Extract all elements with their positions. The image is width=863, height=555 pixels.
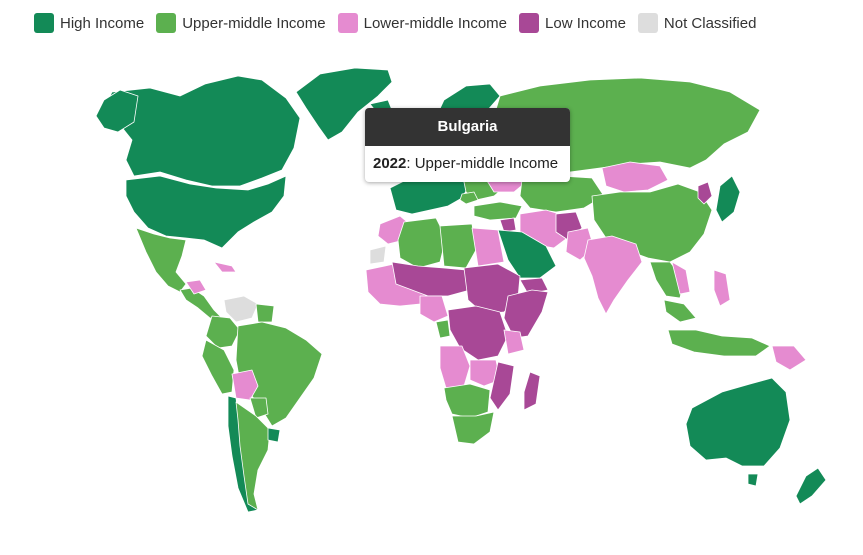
legend-item-high-income[interactable]: High Income: [34, 13, 144, 33]
caribbean-region[interactable]: [213, 261, 237, 273]
colombia-region[interactable]: [205, 315, 241, 349]
legend-label-low-income: Low Income: [545, 14, 626, 32]
legend-label-not-classified: Not Classified: [663, 14, 757, 32]
honduras-region[interactable]: [185, 279, 207, 295]
mozambique-region[interactable]: [489, 361, 515, 411]
country-tooltip: Bulgaria 2022: Upper-middle Income: [365, 108, 570, 182]
greenland-region[interactable]: [295, 67, 393, 141]
ethiopia-somalia-region[interactable]: [503, 289, 549, 339]
turkey-region[interactable]: [473, 201, 523, 221]
legend-swatch-not-classified: [637, 13, 658, 33]
legend-swatch-upper-middle-income: [156, 13, 177, 33]
tooltip-year: 2022: [373, 155, 407, 172]
mali-niger-region[interactable]: [391, 261, 471, 297]
tasmania-region[interactable]: [747, 473, 759, 487]
legend-item-upper-middle-income[interactable]: Upper-middle Income: [156, 13, 326, 33]
saudi-arabia-region[interactable]: [497, 229, 557, 279]
india-region[interactable]: [583, 235, 643, 315]
uruguay-region[interactable]: [267, 427, 281, 443]
kenya-region[interactable]: [503, 329, 525, 355]
north-korea-region[interactable]: [697, 181, 713, 205]
mexico-region[interactable]: [135, 227, 187, 293]
legend-label-lower-middle-income: Lower-middle Income: [363, 14, 508, 32]
vietnam-region[interactable]: [671, 261, 691, 295]
western-sahara-region[interactable]: [369, 245, 387, 265]
kazakhstan-region[interactable]: [519, 175, 605, 213]
madagascar-region[interactable]: [523, 371, 541, 411]
nigeria-region[interactable]: [419, 295, 449, 323]
argentina-region[interactable]: [235, 401, 271, 511]
paraguay-region[interactable]: [249, 397, 269, 419]
gabon-region[interactable]: [435, 319, 451, 339]
syria-region[interactable]: [499, 217, 517, 233]
papua-new-guinea-region[interactable]: [771, 345, 807, 371]
central-africa-region[interactable]: [447, 305, 509, 361]
alaska-region[interactable]: [95, 89, 139, 133]
legend-label-upper-middle-income: Upper-middle Income: [182, 14, 326, 32]
united-states-region[interactable]: [125, 175, 287, 249]
zambia-region[interactable]: [469, 359, 501, 387]
tooltip-title: Bulgaria: [365, 108, 570, 146]
malaysia-region[interactable]: [663, 299, 697, 323]
legend-item-lower-middle-income[interactable]: Lower-middle Income: [337, 13, 508, 33]
algeria-region[interactable]: [397, 217, 447, 269]
indonesia-region[interactable]: [667, 329, 771, 357]
japan-region[interactable]: [715, 175, 741, 223]
south-africa-region[interactable]: [451, 411, 495, 445]
tooltip-body: 2022: Upper-middle Income: [373, 155, 559, 172]
australia-region[interactable]: [685, 377, 791, 467]
philippines-region[interactable]: [713, 269, 731, 307]
legend-swatch-low-income: [519, 13, 540, 33]
central-america-region[interactable]: [179, 287, 223, 319]
bulgaria-region[interactable]: [459, 191, 479, 205]
peru-region[interactable]: [201, 339, 235, 395]
mongolia-region[interactable]: [601, 161, 669, 193]
egypt-region[interactable]: [471, 227, 505, 267]
legend-item-not-classified[interactable]: Not Classified: [637, 13, 757, 33]
guyana-region[interactable]: [255, 303, 275, 323]
libya-region[interactable]: [439, 223, 477, 269]
yemen-region[interactable]: [519, 277, 549, 295]
venezuela-region[interactable]: [223, 295, 259, 323]
legend-item-low-income[interactable]: Low Income: [519, 13, 626, 33]
new-zealand-region[interactable]: [795, 467, 827, 505]
namibia-botswana-region[interactable]: [443, 383, 491, 419]
canada-region[interactable]: [105, 75, 301, 187]
angola-region[interactable]: [439, 345, 471, 389]
legend-label-high-income: High Income: [60, 14, 145, 32]
legend-swatch-lower-middle-income: [337, 13, 358, 33]
bolivia-region[interactable]: [231, 369, 259, 401]
legend: High Income Upper-middle Income Lower-mi…: [34, 13, 768, 33]
tooltip-value: Upper-middle Income: [414, 155, 559, 172]
legend-swatch-high-income: [34, 13, 54, 33]
